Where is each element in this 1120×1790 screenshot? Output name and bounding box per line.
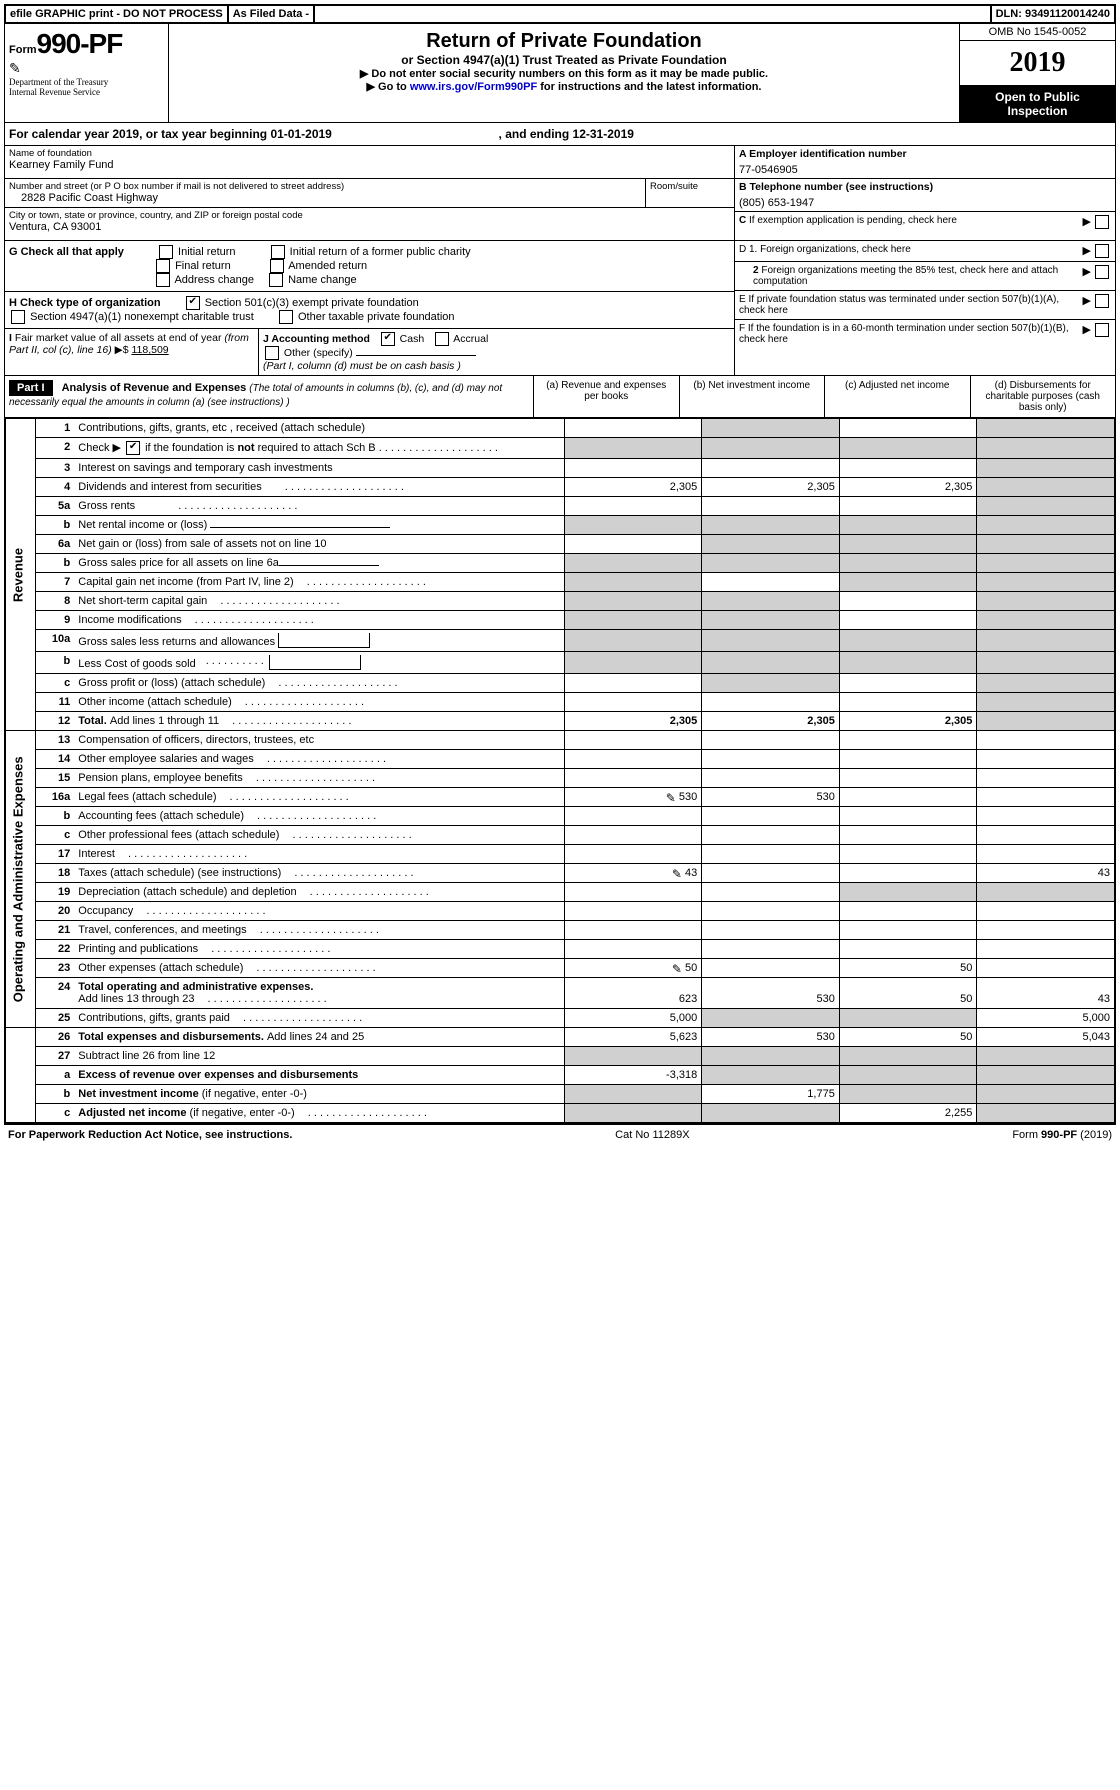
checkbox-address-change[interactable] — [156, 273, 170, 287]
attach-icon[interactable] — [668, 867, 682, 879]
form-title: Return of Private Foundation — [173, 30, 955, 53]
expenses-side-label: Operating and Administrative Expenses — [6, 731, 36, 1028]
foundation-name-block: Name of foundation Kearney Family Fund — [5, 146, 734, 179]
revenue-expense-table: Revenue 1Contributions, gifts, grants, e… — [5, 418, 1115, 1123]
ein: 77-0546905 — [739, 160, 1111, 176]
ein-block: A Employer identification number 77-0546… — [735, 146, 1115, 179]
checkbox-d2[interactable] — [1095, 265, 1109, 279]
phone-block: B Telephone number (see instructions) (8… — [735, 179, 1115, 212]
irs-link[interactable]: www.irs.gov/Form990PF — [410, 81, 537, 93]
attach-icon[interactable] — [668, 962, 682, 974]
top-bar: efile GRAPHIC print - DO NOT PROCESS As … — [5, 5, 1115, 23]
section-j: J Accounting method Cash Accrual Other (… — [259, 329, 734, 375]
open-inspection: Open to Public Inspection — [960, 86, 1115, 122]
foundation-name: Kearney Family Fund — [9, 159, 730, 171]
attach-icon[interactable] — [662, 791, 676, 803]
street-address: 2828 Pacific Coast Highway — [9, 192, 641, 204]
checkbox-c[interactable] — [1095, 215, 1109, 229]
tax-year: 2019 — [960, 41, 1115, 86]
checkbox-other-taxable[interactable] — [279, 310, 293, 324]
checkbox-cash[interactable] — [381, 332, 395, 346]
omb-number: OMB No 1545-0052 — [960, 24, 1115, 41]
checkbox-name-change[interactable] — [269, 273, 283, 287]
phone: (805) 653-1947 — [739, 193, 1111, 209]
city-block: City or town, state or province, country… — [5, 208, 734, 240]
dln: DLN: 93491120014240 — [991, 5, 1115, 23]
section-h: H Check type of organization Section 501… — [5, 292, 734, 329]
efile-note: efile GRAPHIC print - DO NOT PROCESS — [5, 5, 228, 23]
section-g: G Check all that apply Initial return In… — [5, 241, 734, 292]
section-i: I Fair market value of all assets at end… — [5, 329, 259, 375]
checkbox-f[interactable] — [1095, 323, 1109, 337]
form-header: Form990-PF ✎ Department of the Treasury … — [5, 23, 1115, 122]
checkbox-4947[interactable] — [11, 310, 25, 324]
checkbox-initial-former[interactable] — [271, 245, 285, 259]
checkbox-final-return[interactable] — [156, 259, 170, 273]
checkbox-initial-return[interactable] — [159, 245, 173, 259]
form-number: 990-PF — [37, 28, 123, 59]
checkbox-other-method[interactable] — [265, 346, 279, 360]
city-state-zip: Ventura, CA 93001 — [9, 221, 730, 233]
checkbox-schb[interactable] — [126, 441, 140, 455]
checkbox-501c3[interactable] — [186, 296, 200, 310]
checkbox-d1[interactable] — [1095, 244, 1109, 258]
page-footer: For Paperwork Reduction Act Notice, see … — [4, 1124, 1116, 1145]
asfiled-note: As Filed Data - — [228, 5, 314, 23]
part1-header: Part I Analysis of Revenue and Expenses … — [5, 375, 1115, 418]
calendar-year-line: For calendar year 2019, or tax year begi… — [5, 122, 1115, 145]
checkbox-e[interactable] — [1095, 294, 1109, 308]
checkbox-amended-return[interactable] — [270, 259, 284, 273]
revenue-side-label: Revenue — [6, 419, 36, 731]
checkbox-accrual[interactable] — [435, 332, 449, 346]
address-block: Number and street (or P O box number if … — [5, 179, 646, 207]
fmv-value: 118,509 — [131, 344, 168, 356]
